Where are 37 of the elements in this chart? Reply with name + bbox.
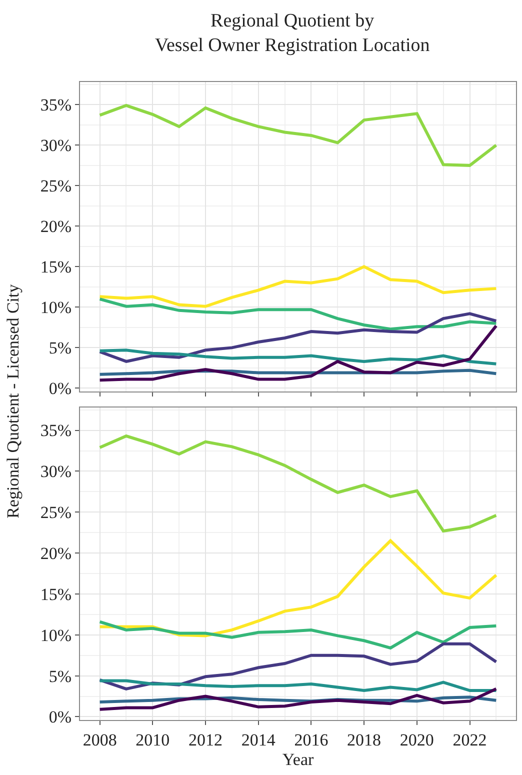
y-tick-label: 25% bbox=[40, 176, 72, 196]
y-tick-label: 35% bbox=[40, 421, 72, 440]
y-tick-label: 10% bbox=[40, 298, 72, 318]
x-tick-label: 2020 bbox=[400, 730, 434, 750]
line-series bbox=[98, 104, 498, 167]
x-tick-label: 2018 bbox=[347, 730, 382, 750]
line-series bbox=[98, 679, 498, 692]
line-series bbox=[98, 348, 498, 366]
y-tick-label: 20% bbox=[40, 217, 72, 236]
y-tick-label: 5% bbox=[48, 338, 72, 358]
y-tick-label: 25% bbox=[40, 503, 72, 522]
line-series bbox=[98, 434, 498, 532]
y-tick-label: 0% bbox=[48, 379, 72, 398]
x-tick-label: 2012 bbox=[188, 730, 223, 750]
x-tick-label: 2016 bbox=[294, 730, 328, 750]
y-tick-label: 0% bbox=[48, 708, 72, 727]
line-series bbox=[98, 312, 498, 363]
line-series bbox=[98, 687, 498, 711]
y-axis-title: Regional Quotient - Licensed City bbox=[3, 284, 22, 518]
line-series bbox=[98, 620, 498, 650]
chart-title: Regional Quotient by Vessel Owner Registration Location bbox=[154, 10, 430, 56]
x-tick-label: 2022 bbox=[452, 730, 487, 750]
y-tick-label: 30% bbox=[40, 136, 72, 156]
y-tick-label: 5% bbox=[48, 666, 72, 686]
y-tick-label: 10% bbox=[40, 626, 72, 645]
y-tick-label: 20% bbox=[40, 544, 72, 563]
x-tick-label: 2010 bbox=[136, 730, 170, 750]
x-tick-label: 2014 bbox=[241, 730, 276, 750]
line-series bbox=[98, 298, 498, 331]
line-series bbox=[98, 265, 498, 308]
y-tick-label: 30% bbox=[40, 462, 72, 482]
x-tick-label: 2008 bbox=[82, 730, 117, 750]
x-axis-title: Year bbox=[282, 750, 314, 769]
y-tick-label: 35% bbox=[40, 96, 72, 115]
line-series bbox=[98, 324, 498, 382]
y-tick-label: 15% bbox=[40, 584, 72, 604]
y-tick-label: 15% bbox=[40, 258, 72, 277]
